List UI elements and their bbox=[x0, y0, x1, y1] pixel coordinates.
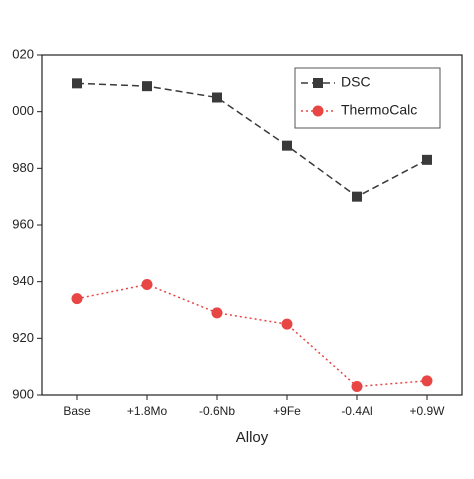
data-point bbox=[142, 81, 152, 92]
x-tick-label: +1.8Mo bbox=[127, 404, 168, 418]
legend-label: ThermoCalc bbox=[341, 102, 417, 118]
data-point bbox=[141, 279, 153, 290]
series-line bbox=[76, 82, 428, 198]
y-tick-label: 960 bbox=[12, 216, 34, 231]
y-tick-label: 920 bbox=[12, 330, 34, 345]
x-tick-label: -0.6Nb bbox=[199, 404, 235, 418]
y-tick-label: 000 bbox=[12, 103, 34, 118]
x-tick-label: Base bbox=[63, 404, 91, 418]
x-tick-label: +0.9W bbox=[409, 404, 445, 418]
data-point bbox=[281, 318, 293, 330]
y-tick-label: 900 bbox=[12, 386, 34, 401]
data-point bbox=[72, 78, 82, 89]
data-point bbox=[282, 140, 292, 151]
data-point bbox=[212, 92, 222, 103]
x-axis-label: Alloy bbox=[236, 429, 269, 446]
y-tick-label: 020 bbox=[12, 46, 34, 61]
legend-marker bbox=[312, 105, 324, 117]
y-tick-label: 980 bbox=[12, 160, 34, 175]
series-line bbox=[76, 283, 428, 388]
legend-marker bbox=[313, 78, 323, 88]
data-point bbox=[211, 307, 223, 319]
y-tick-label: 940 bbox=[12, 273, 34, 288]
x-tick-label: +9Fe bbox=[273, 404, 301, 418]
data-point bbox=[351, 381, 363, 392]
data-point bbox=[422, 154, 432, 165]
data-point bbox=[421, 375, 433, 387]
legend-label: DSC bbox=[341, 74, 371, 90]
data-point bbox=[352, 191, 362, 202]
data-point bbox=[71, 293, 83, 305]
x-tick-label: -0.4Al bbox=[341, 404, 372, 418]
